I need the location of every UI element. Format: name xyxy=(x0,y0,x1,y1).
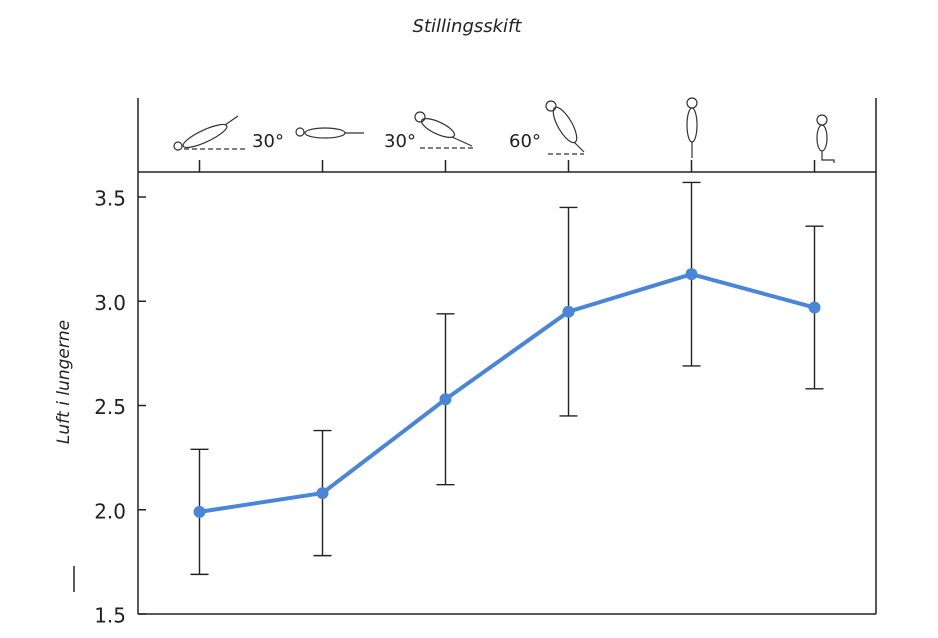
y-tick-label: 2.5 xyxy=(94,395,126,419)
y-tick-label: 3.5 xyxy=(94,187,126,211)
y-tick-label: 3.0 xyxy=(94,291,126,315)
point xyxy=(316,487,329,500)
angle-label: 30° xyxy=(384,131,416,152)
line xyxy=(199,272,816,514)
point xyxy=(685,268,698,281)
position-icons xyxy=(173,97,835,163)
y-tick-label: 1.5 xyxy=(94,604,126,628)
angle-label: 60° xyxy=(509,131,541,152)
angle-label: 30° xyxy=(252,131,284,152)
point xyxy=(562,305,575,318)
point xyxy=(808,301,821,314)
chart-title: Stillingsskift xyxy=(413,16,523,37)
y-axis-label: Luft i lungerne xyxy=(54,320,74,444)
frame xyxy=(137,98,877,615)
point xyxy=(439,393,452,406)
point xyxy=(193,505,206,518)
y-tick-label: 2.0 xyxy=(94,499,126,523)
